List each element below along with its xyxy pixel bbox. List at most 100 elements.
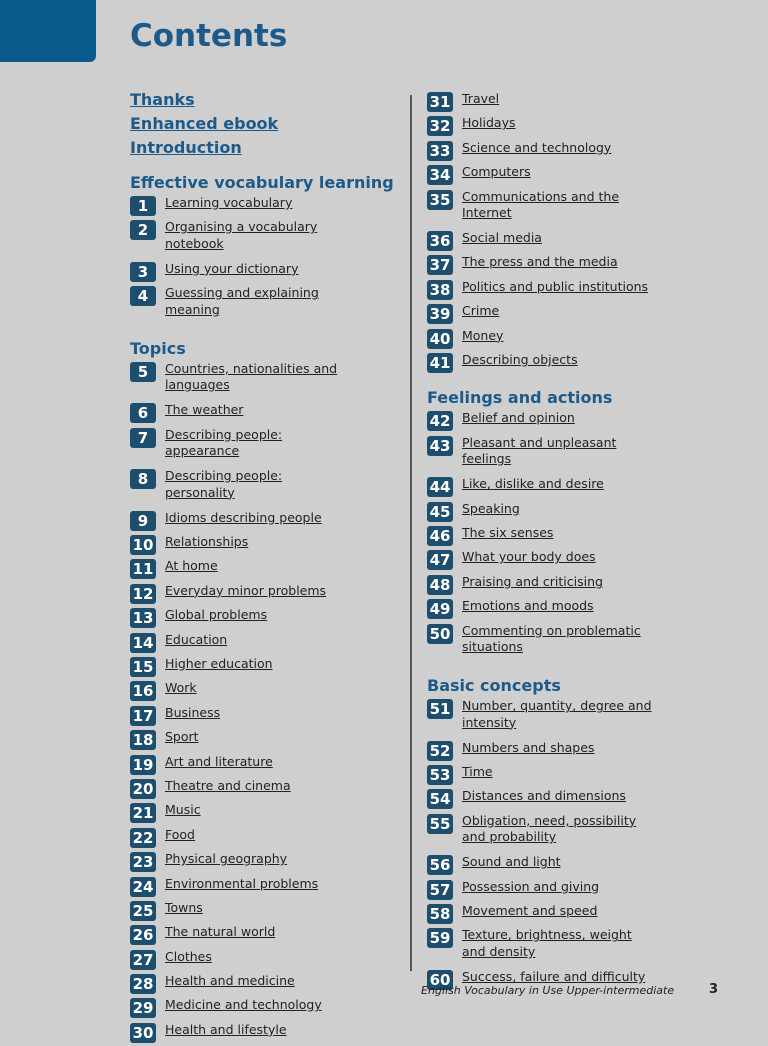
unit-row[interactable]: 39 Crime	[427, 303, 727, 327]
unit-row[interactable]: 10 Relationships	[130, 534, 400, 558]
unit-row[interactable]: 46 The six senses	[427, 525, 727, 549]
unit-title[interactable]: Medicine and technology	[165, 997, 322, 1013]
unit-row[interactable]: 33 Science and technology	[427, 140, 727, 164]
unit-title[interactable]: What your body does	[462, 549, 596, 565]
unit-row[interactable]: 58 Movement and speed	[427, 903, 727, 927]
unit-title[interactable]: Towns	[165, 899, 203, 915]
front-matter-link[interactable]: Introduction	[130, 138, 242, 157]
unit-row[interactable]: 18 Sport	[130, 729, 400, 753]
unit-title[interactable]: Health and medicine	[165, 973, 295, 989]
unit-row[interactable]: 51 Number, quantity, degree and intensity	[427, 698, 727, 740]
unit-title[interactable]: Education	[165, 631, 228, 647]
unit-row[interactable]: 2 Organising a vocabulary notebook	[130, 219, 400, 261]
unit-row[interactable]: 1 Learning vocabulary	[130, 195, 400, 219]
unit-title[interactable]: Global problems	[165, 607, 268, 623]
unit-title[interactable]: Countries, nationalities and languages	[165, 360, 338, 393]
unit-row[interactable]: 15 Higher education	[130, 656, 400, 680]
unit-row[interactable]: 53 Time	[427, 764, 727, 788]
unit-title[interactable]: Food	[165, 826, 195, 842]
unit-row[interactable]: 11 At home	[130, 558, 400, 582]
unit-row[interactable]: 9 Idioms describing people	[130, 510, 400, 534]
unit-row[interactable]: 19 Art and literature	[130, 754, 400, 778]
unit-title[interactable]: Work	[165, 680, 197, 696]
unit-title[interactable]: Possession and giving	[462, 878, 600, 894]
unit-row[interactable]: 26 The natural world	[130, 924, 400, 948]
unit-title[interactable]: Holidays	[462, 115, 516, 131]
unit-title[interactable]: Organising a vocabulary notebook	[165, 219, 318, 251]
unit-row[interactable]: 29 Medicine and technology	[130, 997, 400, 1021]
unit-title[interactable]: Learning vocabulary	[165, 195, 293, 210]
unit-title[interactable]: Obligation, need, possibility and probab…	[462, 812, 637, 845]
unit-title[interactable]: Sound and light	[462, 854, 561, 870]
unit-title[interactable]: Physical geography	[165, 851, 288, 867]
unit-title[interactable]: Idioms describing people	[165, 509, 322, 525]
unit-title[interactable]: Travel	[462, 91, 500, 106]
unit-row[interactable]: 41 Describing objects	[427, 352, 727, 376]
unit-title[interactable]: Describing people: personality	[165, 468, 283, 500]
unit-title[interactable]: Time	[462, 764, 493, 780]
unit-title[interactable]: Number, quantity, degree and intensity	[462, 698, 652, 730]
unit-row[interactable]: 21 Music	[130, 802, 400, 826]
unit-row[interactable]: 3 Using your dictionary	[130, 261, 400, 285]
unit-row[interactable]: 34 Computers	[427, 164, 727, 188]
unit-title[interactable]: Health and lifestyle	[165, 1021, 287, 1037]
unit-title[interactable]: The natural world	[165, 924, 276, 940]
unit-row[interactable]: 4 Guessing and explaining meaning	[130, 285, 400, 327]
unit-title[interactable]: Describing objects	[462, 352, 578, 368]
unit-row[interactable]: 42 Belief and opinion	[427, 410, 727, 434]
unit-row[interactable]: 20 Theatre and cinema	[130, 778, 400, 802]
unit-row[interactable]: 57 Possession and giving	[427, 879, 727, 903]
unit-title[interactable]: Like, dislike and desire	[462, 476, 604, 492]
unit-title[interactable]: Texture, brightness, weight and density	[462, 927, 632, 959]
unit-title[interactable]: At home	[165, 558, 218, 574]
unit-row[interactable]: 6 The weather	[130, 402, 400, 426]
unit-title[interactable]: Distances and dimensions	[462, 788, 626, 804]
unit-title[interactable]: Emotions and moods	[462, 598, 594, 614]
unit-title[interactable]: Sport	[165, 729, 199, 745]
unit-title[interactable]: Guessing and explaining meaning	[165, 285, 319, 317]
unit-row[interactable]: 45 Speaking	[427, 501, 727, 525]
unit-title[interactable]: Success, failure and difficulty	[462, 968, 646, 984]
unit-row[interactable]: 37 The press and the media	[427, 254, 727, 278]
unit-title[interactable]: Praising and criticising	[462, 573, 603, 589]
unit-row[interactable]: 22 Food	[130, 827, 400, 851]
unit-row[interactable]: 40 Money	[427, 328, 727, 352]
unit-title[interactable]: Science and technology	[462, 139, 612, 155]
unit-row[interactable]: 31 Travel	[427, 91, 727, 115]
unit-title[interactable]: Higher education	[165, 656, 273, 672]
unit-row[interactable]: 35 Communications and the Internet	[427, 189, 727, 231]
unit-title[interactable]: Money	[462, 327, 504, 343]
unit-row[interactable]: 59 Texture, brightness, weight and densit…	[427, 927, 727, 969]
front-matter-link[interactable]: Thanks	[130, 90, 195, 109]
unit-row[interactable]: 44 Like, dislike and desire	[427, 476, 727, 500]
unit-title[interactable]: Environmental problems	[165, 875, 319, 891]
unit-title[interactable]: Clothes	[165, 948, 212, 964]
unit-row[interactable]: 60 Success, failure and difficulty	[427, 969, 727, 993]
unit-title[interactable]: Numbers and shapes	[462, 739, 595, 755]
unit-row[interactable]: 12 Everyday minor problems	[130, 583, 400, 607]
unit-row[interactable]: 23 Physical geography	[130, 851, 400, 875]
unit-title[interactable]: Pleasant and unpleasant feelings	[462, 434, 617, 467]
unit-title[interactable]: Commenting on problematic situations	[462, 622, 641, 655]
unit-title[interactable]: Everyday minor problems	[165, 582, 327, 598]
unit-row[interactable]: 27 Clothes	[130, 949, 400, 973]
unit-row[interactable]: 24 Environmental problems	[130, 876, 400, 900]
unit-title[interactable]: Music	[165, 802, 201, 818]
unit-title[interactable]: Politics and public institutions	[462, 278, 649, 294]
unit-row[interactable]: 52 Numbers and shapes	[427, 740, 727, 764]
unit-row[interactable]: 54 Distances and dimensions	[427, 788, 727, 812]
unit-title[interactable]: Theatre and cinema	[165, 777, 291, 793]
unit-title[interactable]: Movement and speed	[462, 903, 598, 919]
unit-row[interactable]: 17 Business	[130, 705, 400, 729]
unit-row[interactable]: 48 Praising and criticising	[427, 574, 727, 598]
unit-title[interactable]: Art and literature	[165, 753, 273, 769]
unit-title[interactable]: Using your dictionary	[165, 260, 299, 276]
unit-title[interactable]: Crime	[462, 303, 500, 319]
unit-title[interactable]: Belief and opinion	[462, 410, 575, 426]
unit-row[interactable]: 56 Sound and light	[427, 854, 727, 878]
unit-row[interactable]: 55 Obligation, need, possibility and prob…	[427, 813, 727, 855]
unit-row[interactable]: 16 Work	[130, 680, 400, 704]
unit-row[interactable]: 50 Commenting on problematic situations	[427, 623, 727, 665]
unit-row[interactable]: 49 Emotions and moods	[427, 598, 727, 622]
unit-row[interactable]: 47 What your body does	[427, 549, 727, 573]
